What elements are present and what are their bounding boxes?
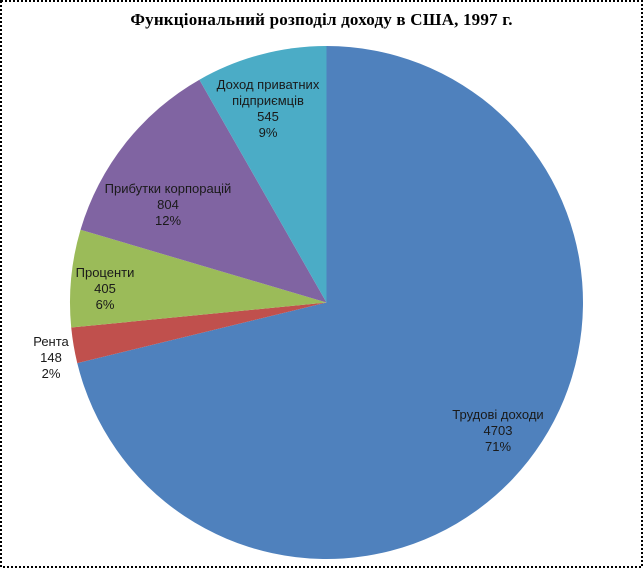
pie-label-labor-income: Трудові доходи 4703 71% [418,407,578,455]
chart-title: Функціональний розподіл доходу в США, 19… [130,10,513,29]
pie-label-value: 545 [257,109,279,124]
pie-slice-3 [80,79,327,303]
pie-label-name: Рента [33,334,69,349]
pie-label-value: 405 [94,281,116,296]
pie-label-private-entrepreneurs: Доход приватних підприємців 545 9% [210,77,326,141]
pie-label-percent: 2% [41,366,61,381]
pie-slices-group [69,46,583,560]
pie-label-percent: 12% [154,213,182,228]
pie-label-percent: 71% [484,439,512,454]
pie-label-value: 148 [40,350,62,365]
pie-label-value: 4703 [483,423,513,438]
pie-label-name: Трудові доходи [452,407,544,422]
pie-label-name: Проценти [75,265,135,280]
pie-label-value: 804 [157,197,179,212]
pie-label-percent: 9% [258,125,278,140]
pie-label-name: Доход приватних підприємців [216,77,320,108]
pie-label-corporate-profits: Прибутки корпорацій 804 12% [88,181,248,229]
pie-slice-0 [77,46,583,560]
pie-slice-1 [71,302,327,364]
pie-slice-4 [199,46,327,303]
pie-label-name: Прибутки корпорацій [104,181,232,196]
pie-label-interest: Проценти 405 6% [55,265,155,313]
pie-label-rent: Рента 148 2% [6,334,96,382]
pie-slice-2 [69,229,327,328]
pie-label-percent: 6% [95,297,115,312]
